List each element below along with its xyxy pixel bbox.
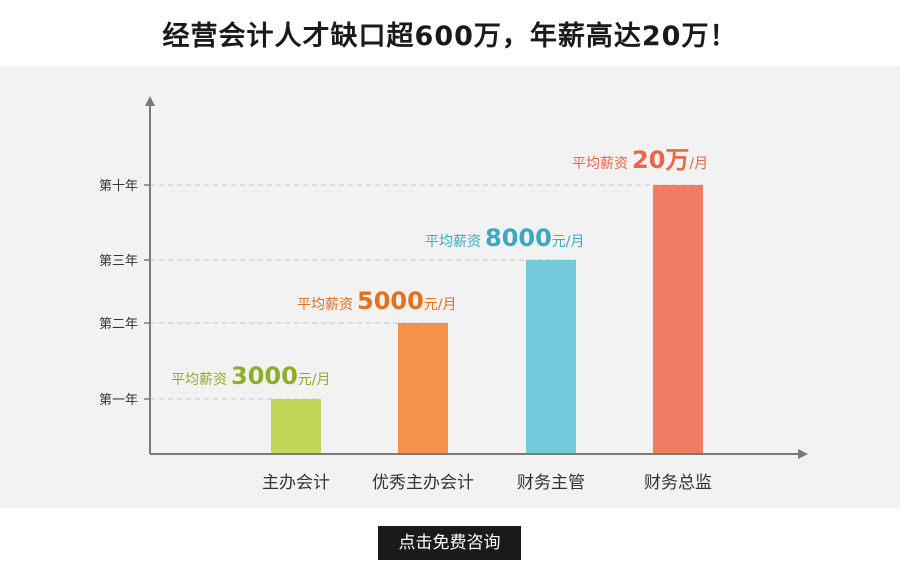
- bar: [653, 185, 703, 454]
- y-axis-arrow: [145, 96, 155, 106]
- data-label: 平均薪资 5000元/月: [297, 287, 457, 315]
- x-category-label: 主办会计: [262, 473, 330, 493]
- data-label-unit: 元/月: [424, 297, 457, 313]
- x-axis-arrow: [798, 449, 808, 459]
- data-label-unit: /月: [689, 156, 708, 172]
- y-tick-label: 第一年: [99, 393, 138, 408]
- y-tick-label: 第三年: [99, 254, 138, 269]
- bar: [526, 260, 576, 454]
- x-category-label: 优秀主办会计: [372, 473, 474, 493]
- x-category-label: 财务总监: [644, 473, 712, 493]
- y-tick-label: 第二年: [99, 317, 138, 332]
- data-label-prefix: 平均薪资: [425, 234, 481, 250]
- data-label-amount: 20万: [632, 146, 689, 174]
- data-label-amount: 3000: [231, 362, 298, 390]
- data-label-amount: 5000: [357, 287, 424, 315]
- data-label-prefix: 平均薪资: [297, 297, 353, 313]
- bar: [398, 323, 448, 454]
- data-label: 平均薪资 20万/月: [572, 146, 708, 174]
- data-label: 平均薪资 8000元/月: [425, 224, 585, 252]
- data-label-amount: 8000: [485, 224, 552, 252]
- data-label: 平均薪资 3000元/月: [171, 362, 331, 390]
- data-label-prefix: 平均薪资: [572, 156, 628, 172]
- data-label-unit: 元/月: [298, 372, 331, 388]
- y-tick-label: 第十年: [99, 179, 138, 194]
- chart-panel: 第一年 第二年 第三年 第十年 主办会计 优秀主办会计 财务主管 财务总监 平均薪资 3000元/…: [0, 66, 900, 508]
- free-consult-button[interactable]: 点击免费咨询: [378, 526, 521, 560]
- data-label-prefix: 平均薪资: [171, 372, 227, 388]
- page-headline: 经营会计人才缺口超600万，年薪高达20万！: [162, 21, 738, 52]
- data-label-unit: 元/月: [552, 234, 585, 250]
- x-category-label: 财务主管: [517, 473, 585, 493]
- bar: [271, 399, 321, 454]
